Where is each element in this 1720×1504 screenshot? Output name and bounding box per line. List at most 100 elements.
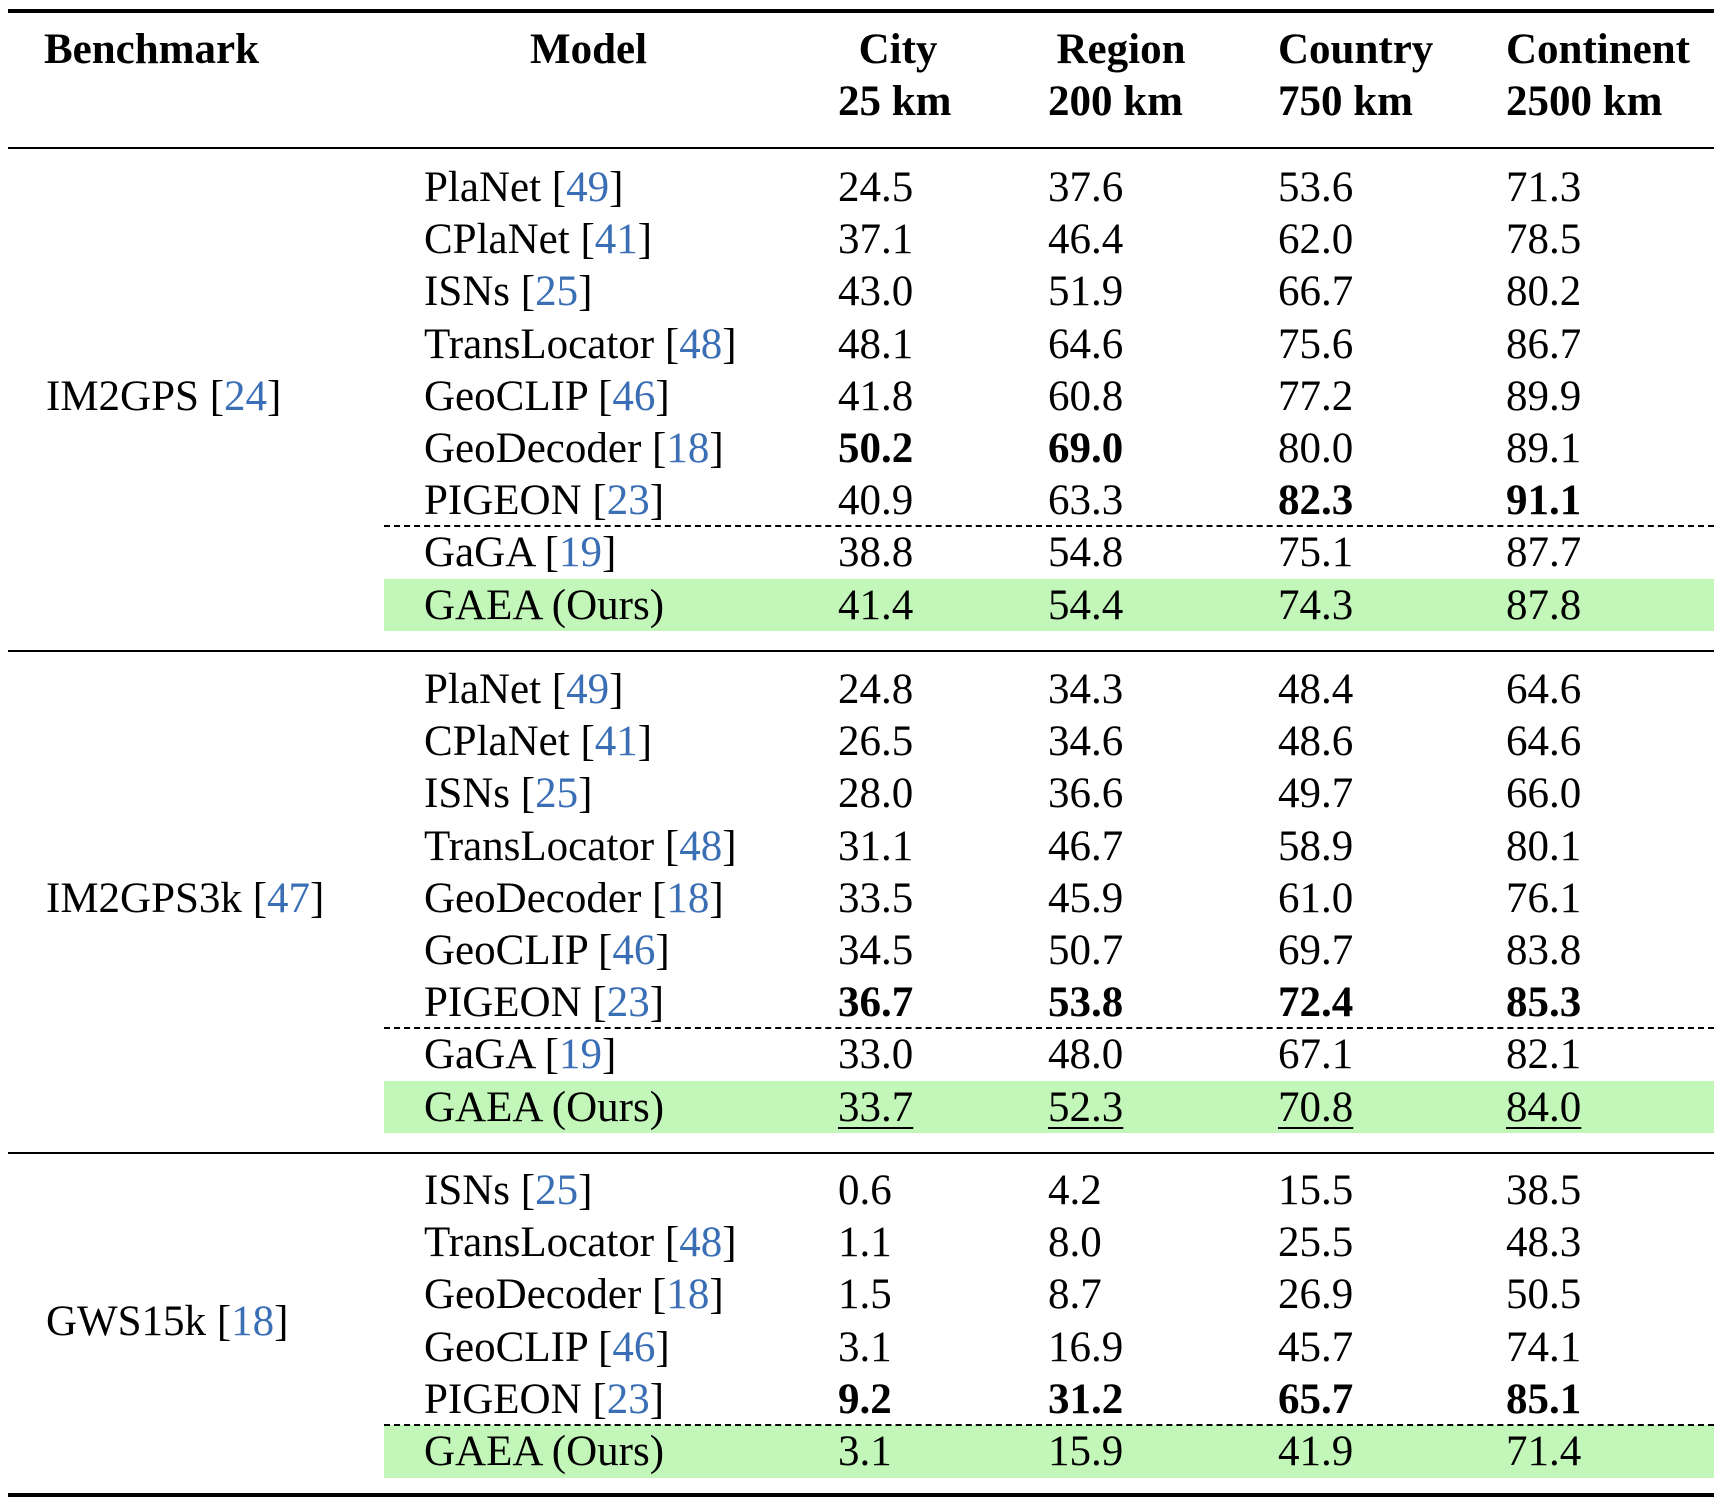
cell-region: 69.0 (1048, 425, 1124, 472)
model-cite-close: ] (709, 874, 724, 922)
cell-region: 54.4 (1048, 581, 1124, 629)
model-name: GeoDecoder [18] (424, 1269, 724, 1321)
cell-region: 53.8 (1048, 979, 1124, 1027)
cell-region: 4.2 (1048, 1167, 1102, 1214)
model-cite-close: ] (609, 666, 624, 713)
cell-region: 37.6 (1048, 164, 1124, 211)
model-citation-link[interactable]: 25 (535, 1167, 579, 1214)
model-citation-link[interactable]: 46 (612, 927, 656, 974)
cell-country: 75.1 (1278, 529, 1354, 577)
model-name: GAEA (Ours) (424, 1426, 664, 1478)
model-label: ISNs (424, 268, 511, 316)
model-cite-open: [ (587, 372, 613, 420)
header-region-distance: 200 km (1048, 78, 1183, 125)
benchmark-citation-link[interactable]: 47 (267, 874, 311, 922)
model-citation-link[interactable]: 18 (666, 874, 710, 922)
model-cite-close: ] (709, 425, 724, 472)
model-name: PIGEON [23] (424, 977, 664, 1029)
benchmark-label: IM2GPS3k [47] (46, 873, 324, 925)
model-citation-link[interactable]: 46 (612, 1323, 656, 1371)
cell-city: 31.1 (838, 822, 914, 870)
cell-country: 74.3 (1278, 581, 1354, 629)
cell-continent: 38.5 (1506, 1167, 1582, 1214)
cell-country: 65.7 (1278, 1375, 1354, 1423)
cell-region: 46.4 (1048, 216, 1124, 264)
model-name: CPlaNet [41] (424, 214, 652, 266)
cell-region: 15.9 (1048, 1428, 1124, 1475)
model-citation-link[interactable]: 23 (606, 477, 650, 525)
dashed-separator (384, 1424, 1714, 1426)
model-cite-open: [ (654, 1219, 680, 1267)
benchmark-label: IM2GPS (46, 372, 199, 420)
model-citation-link[interactable]: 19 (558, 529, 602, 577)
model-name: GAEA (Ours) (424, 580, 664, 632)
model-citation-link[interactable]: 49 (566, 666, 610, 713)
model-name: GeoCLIP [46] (424, 371, 670, 423)
cell-continent: 48.3 (1506, 1219, 1582, 1267)
model-cite-close: ] (649, 477, 665, 525)
model-citation-link[interactable]: 48 (679, 1219, 723, 1267)
model-citation-link[interactable]: 18 (666, 425, 710, 472)
cell-continent: 85.1 (1506, 1375, 1582, 1423)
cell-country: 48.4 (1278, 666, 1354, 713)
model-citation-link[interactable]: 23 (606, 979, 650, 1027)
model-name: GAEA (Ours) (424, 1082, 664, 1134)
model-label: ISNs (424, 1167, 511, 1214)
cell-city: 3.1 (838, 1323, 892, 1371)
cell-region: 45.9 (1048, 874, 1124, 922)
model-name: GeoCLIP [46] (424, 1322, 670, 1374)
model-name: PIGEON [23] (424, 475, 664, 527)
model-cite-close: ] (649, 1375, 665, 1423)
model-cite-close: ] (578, 1167, 593, 1214)
model-citation-link[interactable]: 48 (679, 320, 723, 368)
cell-continent: 85.3 (1506, 979, 1582, 1027)
model-cite-open: [ (587, 927, 613, 974)
model-cite-open: [ (510, 268, 536, 316)
cell-continent: 83.8 (1506, 927, 1582, 974)
cell-continent: 71.4 (1506, 1428, 1582, 1475)
model-name: TransLocator [48] (424, 821, 737, 873)
model-name: PlaNet [49] (424, 162, 623, 214)
cell-continent: 78.5 (1506, 216, 1582, 264)
model-cite-close: ] (655, 1323, 670, 1371)
cell-country: 80.0 (1278, 425, 1354, 472)
model-label: TransLocator (424, 822, 655, 870)
dashed-separator (384, 525, 1714, 528)
model-citation-link[interactable]: 18 (666, 1271, 710, 1319)
cell-city: 26.5 (838, 718, 914, 766)
model-cite-close: ] (578, 268, 593, 316)
model-citation-link[interactable]: 49 (566, 164, 610, 211)
benchmark-cite-open: [ (198, 372, 225, 420)
cell-city: 3.1 (838, 1428, 892, 1475)
cell-country: 72.4 (1278, 979, 1354, 1027)
model-cite-close: ] (637, 718, 653, 766)
benchmark-cite-close: ] (310, 874, 325, 922)
model-cite-open: [ (654, 822, 680, 870)
cell-country: 25.5 (1278, 1219, 1354, 1267)
header-continent-distance: 2500 km (1506, 78, 1663, 125)
model-citation-link[interactable]: 41 (594, 216, 638, 264)
model-citation-link[interactable]: 41 (594, 718, 638, 766)
model-citation-link[interactable]: 19 (558, 1031, 602, 1079)
model-cite-open: [ (533, 529, 559, 577)
row-highlight (384, 1080, 1714, 1134)
model-name: GaGA [19] (424, 527, 616, 579)
cell-continent: 76.1 (1506, 874, 1582, 922)
model-cite-close: ] (655, 372, 670, 420)
header-continent: Continent (1506, 26, 1690, 73)
model-label: GeoDecoder (424, 425, 642, 472)
cell-country: 69.7 (1278, 927, 1354, 974)
row-highlight (384, 1425, 1714, 1478)
cell-country: 58.9 (1278, 822, 1354, 870)
model-citation-link[interactable]: 25 (535, 770, 579, 818)
model-citation-link[interactable]: 46 (612, 372, 656, 420)
model-citation-link[interactable]: 23 (606, 1375, 650, 1423)
model-citation-link[interactable]: 48 (679, 822, 723, 870)
model-cite-open: [ (581, 477, 607, 525)
benchmark-citation-link[interactable]: 18 (231, 1297, 275, 1345)
model-label: TransLocator (424, 1219, 655, 1267)
benchmark-citation-link[interactable]: 24 (224, 372, 268, 420)
benchmark-cite-open: [ (241, 874, 268, 922)
model-citation-link[interactable]: 25 (535, 268, 579, 316)
model-label: ISNs (424, 770, 511, 818)
